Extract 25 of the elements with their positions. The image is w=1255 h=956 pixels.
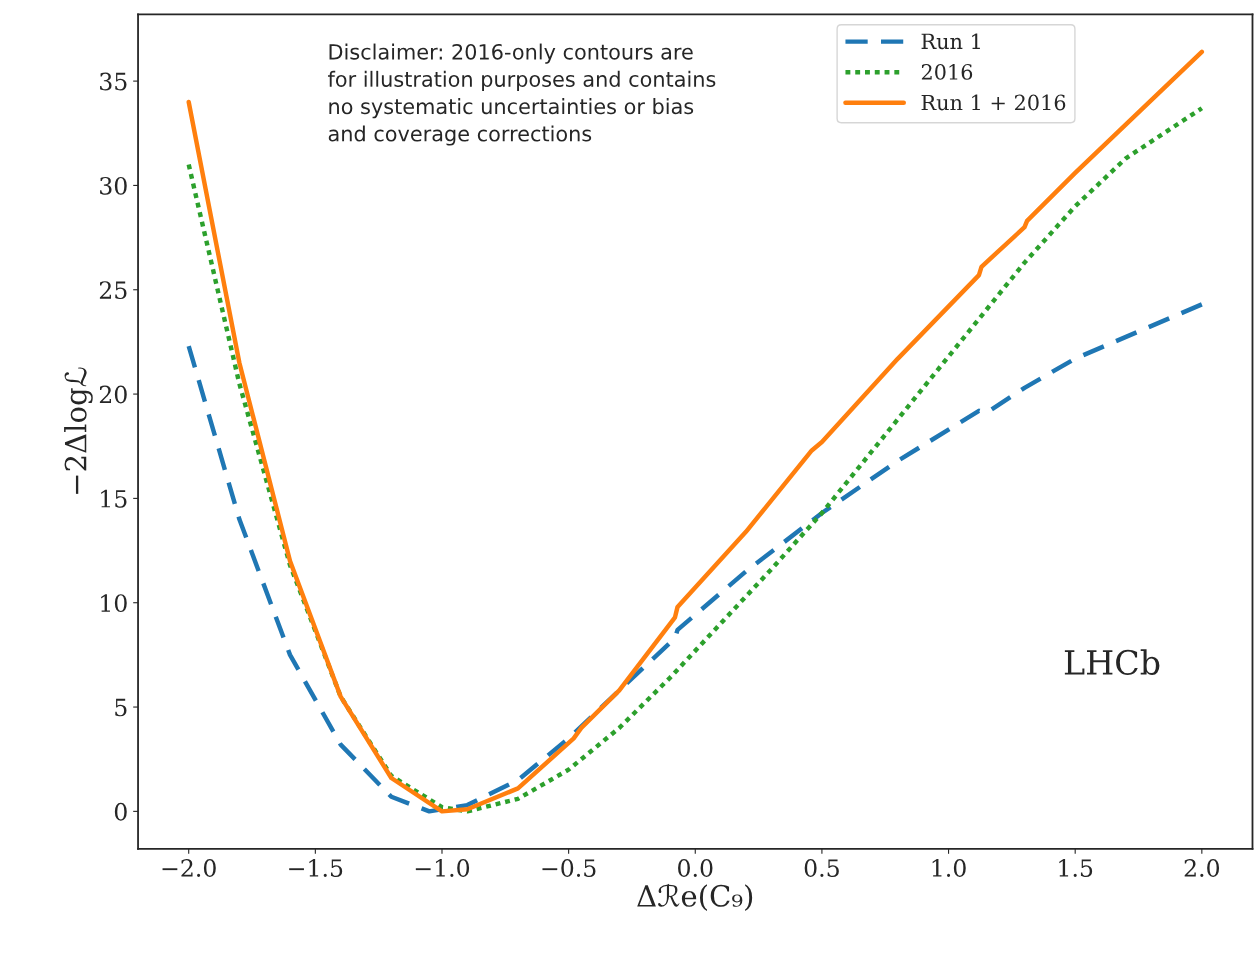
y-tick-label: 30 xyxy=(100,176,127,195)
y-tick-label: 35 xyxy=(100,72,127,91)
x-tick-label: 1.5 xyxy=(1059,859,1093,877)
y-tick-label: 0 xyxy=(114,802,127,821)
x-axis-title: Δℛe(C₉) xyxy=(637,883,753,911)
x-tick-label: 0.5 xyxy=(804,859,839,877)
annotation: Disclaimer: 2016-only contours are for illustration purposes and contains no systematic uncertainties or bias and coverage corrections xyxy=(327,43,716,146)
x-tick-label: −1.0 xyxy=(415,859,470,877)
y-tick-label: 25 xyxy=(99,281,127,300)
annotation: LHCb xyxy=(1064,649,1160,675)
line-series xyxy=(186,302,1205,814)
y-axis-title: −2Δlogℒ xyxy=(64,367,93,494)
x-tick-label: 0.0 xyxy=(678,859,713,877)
x-tick-label: −1.5 xyxy=(289,859,343,877)
x-tick-label: −0.5 xyxy=(542,859,596,877)
y-tick-label: 10 xyxy=(101,594,127,613)
x-tick-label: −2.0 xyxy=(162,859,216,877)
y-tick-label: 5 xyxy=(115,698,127,717)
legend-label: 2016 xyxy=(921,64,973,80)
x-tick-label: 2.0 xyxy=(1184,859,1220,877)
y-tick-label: 20 xyxy=(99,385,127,404)
legend-label: Run 1 xyxy=(921,33,980,50)
y-tick-label: 15 xyxy=(101,489,127,508)
legend-label: Run 1 + 2016 xyxy=(921,94,1066,111)
x-tick-label: 1.0 xyxy=(932,859,966,877)
